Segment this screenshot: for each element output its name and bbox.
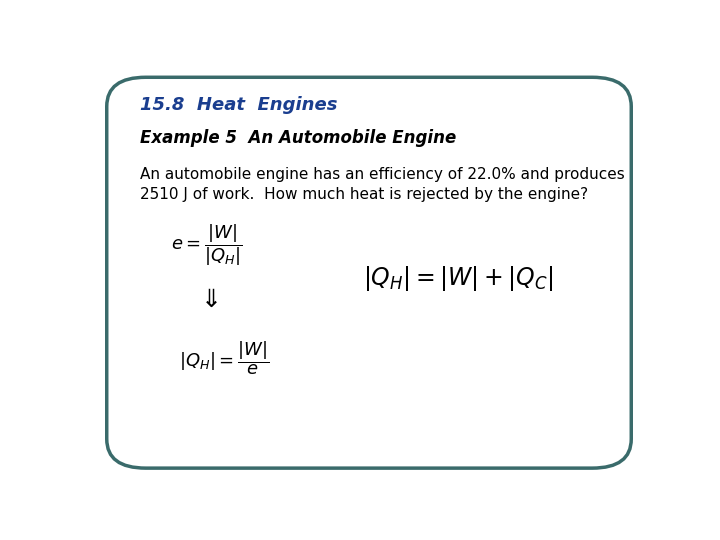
Text: An automobile engine has an efficiency of 22.0% and produces: An automobile engine has an efficiency o… bbox=[140, 167, 625, 181]
Text: 15.8  Heat  Engines: 15.8 Heat Engines bbox=[140, 96, 338, 114]
Text: Example 5  An Automobile Engine: Example 5 An Automobile Engine bbox=[140, 129, 456, 147]
Text: $|Q_H| = |W| + |Q_C|$: $|Q_H| = |W| + |Q_C|$ bbox=[363, 265, 554, 293]
Text: $|Q_H| = \dfrac{|W|}{e}$: $|Q_H| = \dfrac{|W|}{e}$ bbox=[179, 339, 269, 377]
Text: $\Downarrow$: $\Downarrow$ bbox=[196, 288, 219, 312]
FancyBboxPatch shape bbox=[107, 77, 631, 468]
Text: $e = \dfrac{|W|}{|Q_H|}$: $e = \dfrac{|W|}{|Q_H|}$ bbox=[171, 223, 243, 268]
Text: 2510 J of work.  How much heat is rejected by the engine?: 2510 J of work. How much heat is rejecte… bbox=[140, 187, 588, 202]
